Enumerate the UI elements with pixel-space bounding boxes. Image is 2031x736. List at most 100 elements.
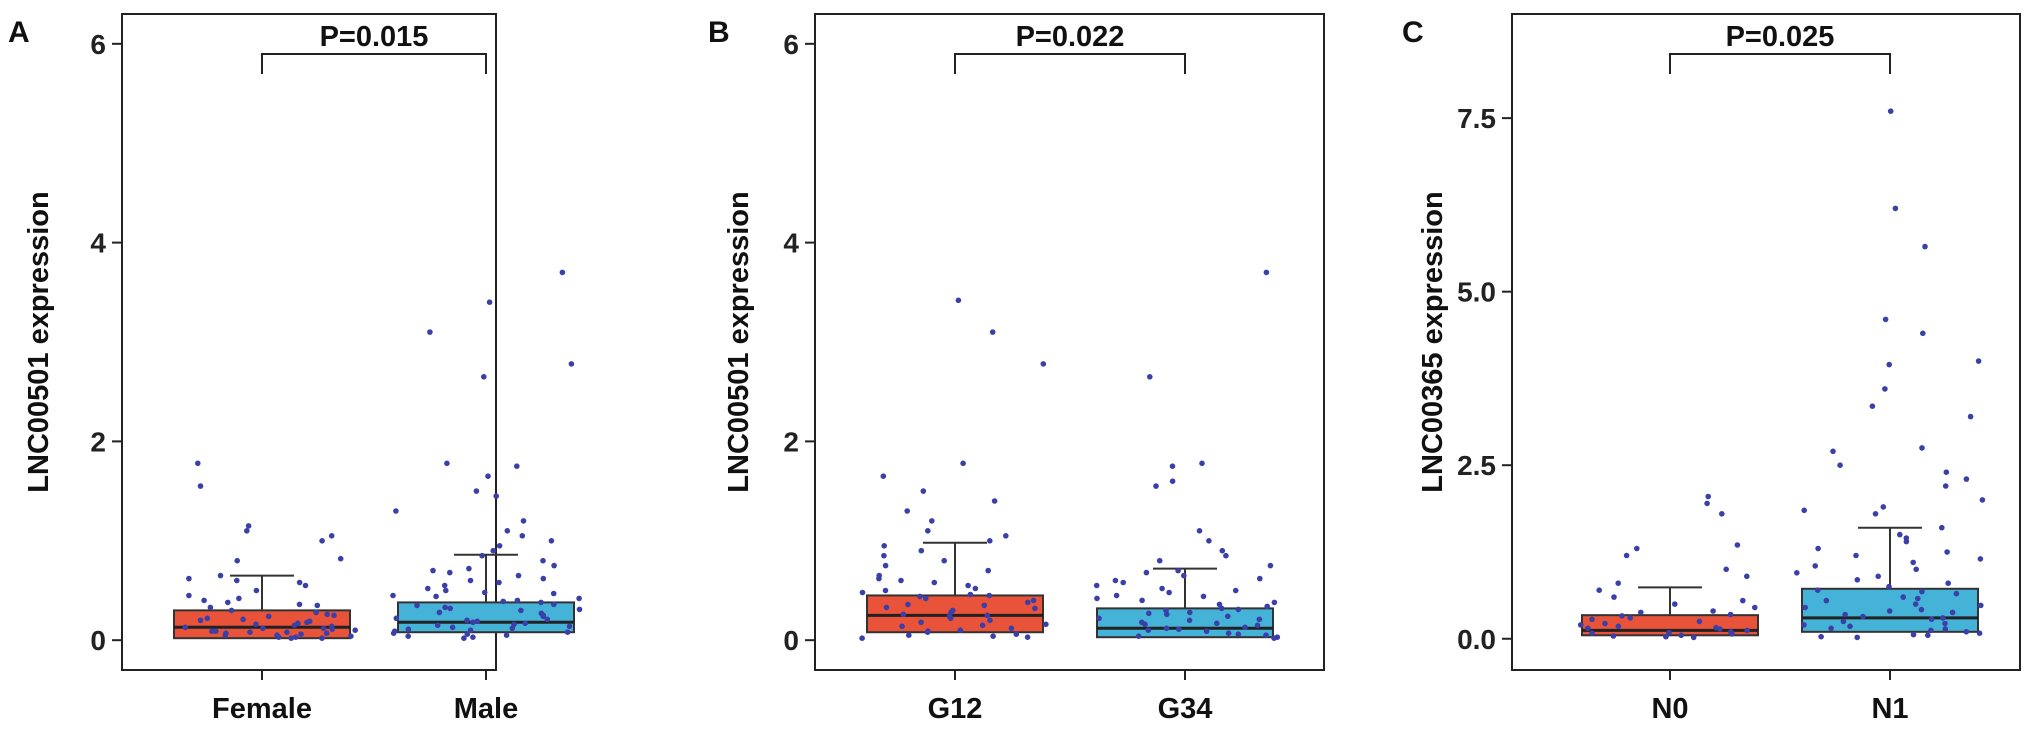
data-point xyxy=(1847,623,1853,630)
data-point xyxy=(298,631,304,637)
data-point xyxy=(1727,611,1734,618)
data-point xyxy=(253,621,259,628)
data-point xyxy=(925,628,931,634)
data-point xyxy=(1219,547,1226,554)
data-point xyxy=(1619,613,1625,619)
data-point xyxy=(1032,605,1038,612)
data-point xyxy=(405,633,412,639)
data-point xyxy=(1163,607,1169,614)
data-point xyxy=(987,617,993,624)
box-n0 xyxy=(1577,493,1759,641)
data-point xyxy=(1977,556,1984,562)
data-point xyxy=(443,587,449,594)
data-point xyxy=(1920,330,1926,337)
data-point xyxy=(348,633,354,639)
data-point xyxy=(1254,622,1261,629)
box-male xyxy=(390,269,583,641)
data-point xyxy=(1919,588,1925,595)
y-tick-label: 0.0 xyxy=(1457,624,1496,655)
data-point xyxy=(1963,476,1970,482)
data-point xyxy=(1918,606,1925,613)
data-point xyxy=(941,557,947,564)
y-tick-label: 4 xyxy=(783,228,799,259)
panel-label: A xyxy=(8,16,30,49)
data-point xyxy=(1886,583,1892,590)
data-point xyxy=(859,635,865,641)
data-point xyxy=(899,623,905,630)
data-point xyxy=(1274,634,1281,640)
data-point xyxy=(1577,622,1584,628)
data-point xyxy=(1912,601,1919,607)
data-point xyxy=(538,610,545,617)
panel-label: C xyxy=(1402,16,1424,49)
data-point xyxy=(441,582,448,589)
data-point xyxy=(1263,632,1269,638)
data-point xyxy=(519,533,526,539)
data-point xyxy=(186,592,192,599)
data-point xyxy=(481,374,487,380)
data-point xyxy=(1949,609,1956,616)
data-point xyxy=(965,582,971,589)
data-point xyxy=(405,626,412,632)
y-tick-label: 4 xyxy=(90,228,106,259)
data-point xyxy=(1967,413,1974,420)
data-point xyxy=(550,590,557,597)
data-point xyxy=(1887,108,1894,114)
data-point xyxy=(967,591,974,598)
data-point xyxy=(393,615,400,622)
x-tick-label: Female xyxy=(212,693,312,725)
data-point xyxy=(859,589,866,596)
data-point xyxy=(1837,462,1843,469)
data-point xyxy=(390,630,397,636)
data-point xyxy=(288,635,295,641)
data-point xyxy=(1589,630,1595,636)
data-point xyxy=(329,626,336,632)
data-point xyxy=(1166,589,1172,596)
data-point xyxy=(204,615,211,622)
data-point xyxy=(1176,626,1182,632)
data-point xyxy=(1263,269,1270,276)
data-point xyxy=(473,488,480,494)
data-point xyxy=(436,609,443,616)
data-point xyxy=(244,528,250,534)
data-point xyxy=(1610,633,1617,639)
data-point xyxy=(352,627,359,633)
chart-panel-a: A 0 2 4 6 LNC00501 expression Female Male P=0.01… xyxy=(8,13,583,725)
data-point xyxy=(260,625,266,632)
data-point xyxy=(217,572,224,579)
data-point xyxy=(1235,606,1242,613)
plot-frame xyxy=(121,13,497,671)
data-point xyxy=(197,483,204,489)
data-point xyxy=(1602,620,1608,627)
data-point xyxy=(485,473,491,480)
data-point xyxy=(496,579,502,586)
data-point xyxy=(514,463,520,470)
data-point xyxy=(1963,629,1970,635)
data-point xyxy=(1024,634,1031,640)
data-point xyxy=(496,543,503,549)
data-point xyxy=(1928,616,1935,623)
data-point xyxy=(479,552,485,559)
data-point xyxy=(1585,625,1591,632)
data-point xyxy=(1139,597,1145,604)
data-point xyxy=(470,634,476,640)
data-point xyxy=(1854,634,1860,641)
data-point xyxy=(1723,566,1729,573)
data-point xyxy=(1093,582,1100,589)
data-point xyxy=(1013,631,1020,637)
significance-bracket xyxy=(261,53,487,74)
data-point xyxy=(464,631,471,637)
data-point xyxy=(1919,445,1925,451)
data-point xyxy=(898,577,904,584)
data-point xyxy=(245,523,252,529)
data-point xyxy=(1842,611,1848,618)
data-point xyxy=(1979,497,1986,503)
data-point xyxy=(223,630,229,636)
data-point xyxy=(1940,615,1946,621)
data-point xyxy=(390,592,396,599)
data-point xyxy=(989,329,996,335)
data-point xyxy=(444,460,450,467)
data-point xyxy=(1953,590,1960,597)
data-point xyxy=(1975,358,1982,364)
